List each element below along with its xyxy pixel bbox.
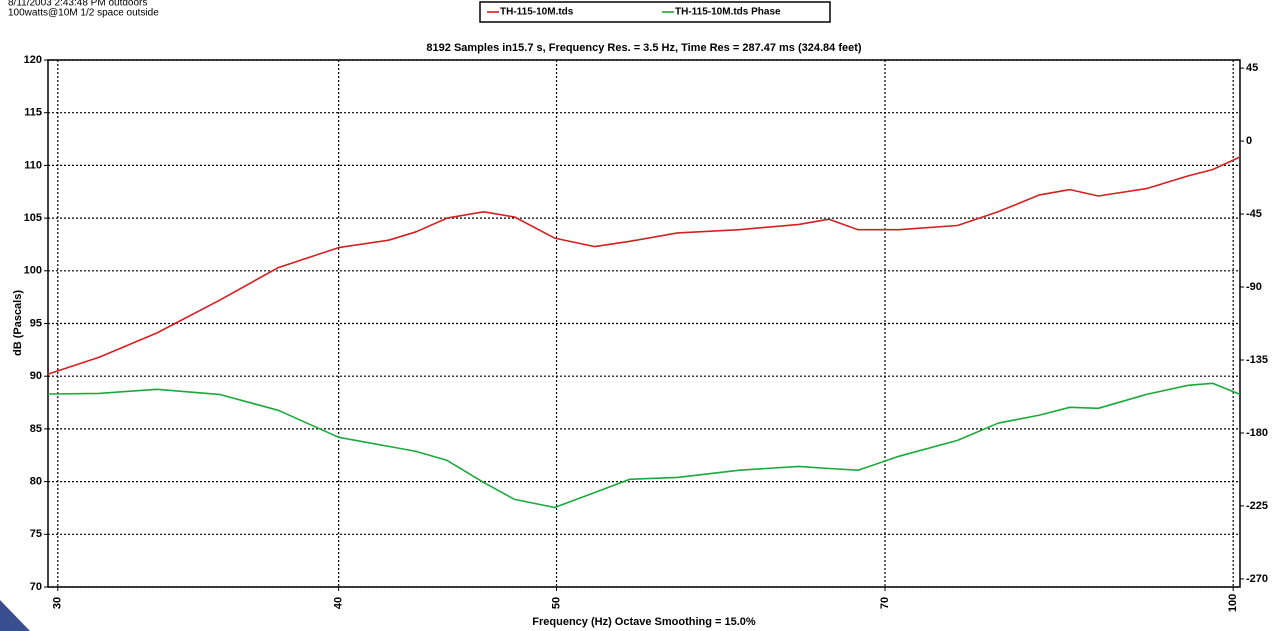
y-tick-label: 95 xyxy=(30,317,42,329)
x-tick-label: 30 xyxy=(52,597,64,609)
y-tick-label: 100 xyxy=(24,265,42,277)
y2-tick-label: -270 xyxy=(1246,573,1268,585)
y2-tick-label: -90 xyxy=(1246,281,1262,293)
y-axis-label: dB (Pascals) xyxy=(12,290,24,356)
x-tick-label: 70 xyxy=(879,597,891,609)
x-axis-label: Frequency (Hz) Octave Smoothing = 15.0% xyxy=(532,616,756,628)
chart-title: 8192 Samples in15.7 s, Frequency Res. = … xyxy=(426,42,861,54)
y-tick-label: 90 xyxy=(30,370,42,382)
corner-decoration xyxy=(0,600,30,631)
y2-tick-label: -180 xyxy=(1246,427,1268,439)
x-tick-label: 40 xyxy=(333,597,345,609)
y-tick-label: 110 xyxy=(24,159,42,171)
series-line xyxy=(47,382,1241,509)
y-tick-label: 115 xyxy=(24,107,42,119)
note: 8/11/2003 2:43:48 PM outdoors xyxy=(8,0,147,9)
y2-tick-label: -45 xyxy=(1246,208,1262,220)
y2-tick-label: 0 xyxy=(1246,135,1252,147)
y-tick-label: 75 xyxy=(30,528,42,540)
y2-tick-label: -135 xyxy=(1246,354,1268,366)
legend-box xyxy=(479,1,831,23)
note: 100watts@10M 1/2 space outside xyxy=(8,8,159,19)
x-tick-label: 100 xyxy=(1227,594,1239,612)
y-tick-label: 70 xyxy=(30,581,42,593)
x-tick-label: 50 xyxy=(550,597,562,609)
legend-label: TH-115-10M.tds xyxy=(500,7,574,18)
y-tick-label: 80 xyxy=(30,476,42,488)
y-tick-label: 120 xyxy=(24,54,42,66)
y2-tick-label: -225 xyxy=(1246,500,1268,512)
y-tick-label: 85 xyxy=(30,423,42,435)
y-tick-label: 105 xyxy=(24,212,42,224)
plot-border xyxy=(47,59,1241,588)
series-line xyxy=(47,156,1241,375)
legend-label: TH-115-10M.tds Phase xyxy=(675,7,781,18)
y2-tick-label: 45 xyxy=(1246,62,1258,74)
